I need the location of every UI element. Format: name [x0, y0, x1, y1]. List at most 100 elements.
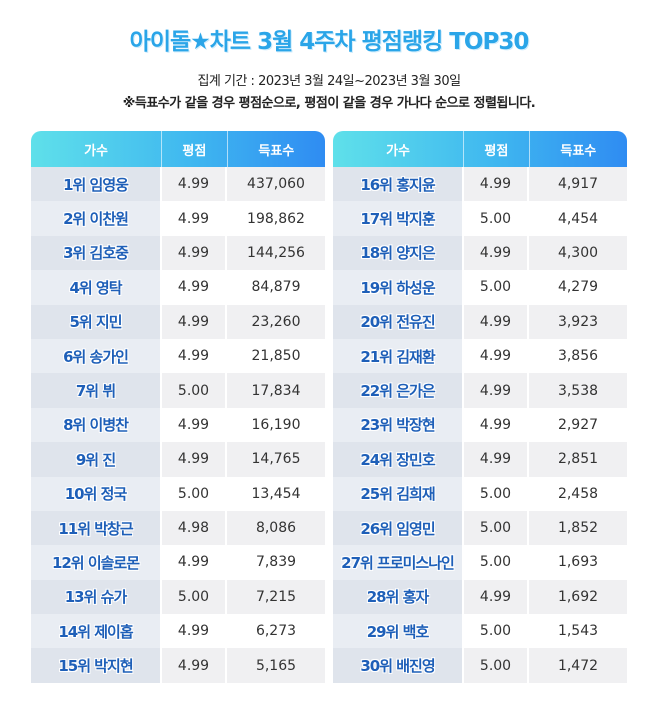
votes-cell: 144,256	[227, 236, 325, 270]
rating-cell: 4.99	[162, 442, 227, 477]
singer-name: 5위 지민	[69, 313, 122, 332]
votes-value: 4,454	[557, 210, 599, 227]
rating-cell: 4.99	[464, 442, 529, 477]
votes-cell: 198,862	[227, 201, 325, 235]
table-row: 26위 임영민 5.00 1,852	[333, 510, 627, 546]
votes-cell: 2,927	[529, 408, 627, 442]
rating-cell: 5.00	[464, 648, 529, 683]
table-body: 1위 임영웅 4.99 437,060 2위 이찬원 4.99 198,862 3위 김호중…	[31, 167, 325, 683]
table-row: 10위 정국 5.00 13,454	[31, 476, 325, 511]
votes-cell: 2,458	[529, 477, 627, 511]
table-body: 16위 홍지윤 4.99 4,917 17위 박지훈 5.00 4,454 18위 양지은 4…	[333, 167, 627, 683]
votes-value: 1,693	[557, 554, 599, 571]
table-row: 7위 뷔 5.00 17,834	[31, 373, 325, 408]
table-row: 29위 백호 5.00 1,543	[333, 614, 627, 649]
rating-value: 4.99	[177, 313, 210, 330]
rating-cell: 5.00	[464, 510, 529, 546]
sort-note: ※득표수가 같을 경우 평점순으로, 평점이 같을 경우 가나다 순으로 정렬됩…	[122, 96, 536, 111]
rating-value: 4.99	[177, 244, 210, 261]
table-row: 28위 홍자 4.99 1,692	[333, 579, 627, 615]
votes-value: 3,856	[557, 348, 599, 365]
table-row: 8위 이병찬 4.99 16,190	[31, 407, 325, 443]
votes-cell: 4,300	[529, 236, 627, 270]
singer-name: 13위 슈가	[64, 588, 127, 607]
table-row: 25위 김희재 5.00 2,458	[333, 476, 627, 511]
rating-cell: 4.99	[464, 167, 529, 202]
votes-value: 437,060	[247, 176, 305, 193]
votes-value: 7,215	[255, 588, 297, 605]
votes-value: 1,543	[557, 623, 599, 640]
rating-value: 5.00	[479, 554, 512, 571]
rating-cell: 4.99	[162, 407, 227, 443]
singer-name: 25위 김희재	[360, 485, 435, 504]
singer-name: 23위 박장현	[360, 416, 435, 435]
votes-cell: 6,273	[227, 614, 325, 648]
singer-name: 8위 이병찬	[63, 416, 129, 435]
votes-value: 4,300	[557, 244, 599, 261]
rating-cell: 4.99	[162, 270, 227, 305]
rating-value: 4.99	[177, 657, 210, 674]
rating-value: 4.99	[479, 313, 512, 330]
table-row: 17위 박지훈 5.00 4,454	[333, 201, 627, 236]
singer-name: 2위 이찬원	[63, 210, 129, 229]
table-row: 27위 프로미스나인 5.00 1,693	[333, 545, 627, 580]
rating-cell: 4.99	[464, 373, 529, 408]
rating-value: 5.00	[479, 623, 512, 640]
singer-name: 15위 박지현	[58, 657, 133, 676]
rating-cell: 4.98	[162, 510, 227, 546]
rating-cell: 4.99	[464, 338, 529, 374]
votes-cell: 2,851	[529, 442, 627, 476]
singer-name: 19위 하성운	[360, 278, 435, 297]
singer-name: 1위 임영웅	[63, 175, 129, 194]
singer-name: 26위 임영민	[360, 519, 435, 538]
rating-value: 5.00	[177, 382, 210, 399]
singer-name: 17위 박지훈	[360, 210, 435, 229]
singer-cell: 10위 정국	[31, 476, 162, 511]
singer-cell: 30위 배진영	[333, 648, 464, 683]
rating-value: 4.99	[479, 382, 512, 399]
rating-value: 5.00	[479, 210, 512, 227]
votes-value: 2,927	[557, 416, 599, 433]
rating-cell: 5.00	[162, 579, 227, 615]
singer-cell: 26위 임영민	[333, 510, 464, 546]
ranking-table-left: 가수 평점 득표수 1위 임영웅 4.99 437,060 2위 이찬원 4.99 198…	[31, 131, 325, 683]
votes-cell: 8,086	[227, 511, 325, 545]
rating-value: 5.00	[177, 588, 210, 605]
votes-value: 1,852	[557, 520, 599, 537]
column-header-rating: 평점	[162, 131, 228, 167]
rating-cell: 4.99	[162, 648, 227, 683]
table-header: 가수 평점 득표수	[31, 131, 325, 167]
rating-value: 4.99	[177, 416, 210, 433]
table-row: 21위 김재환 4.99 3,856	[333, 338, 627, 374]
table-row: 5위 지민 4.99 23,260	[31, 304, 325, 339]
table-row: 20위 전유진 4.99 3,923	[333, 304, 627, 339]
table-row: 24위 장민호 4.99 2,851	[333, 442, 627, 477]
ranking-table-right: 가수 평점 득표수 16위 홍지윤 4.99 4,917 17위 박지훈 5.00 4,4…	[333, 131, 627, 683]
singer-name: 28위 홍자	[366, 588, 429, 607]
votes-cell: 1,692	[529, 580, 627, 614]
singer-name: 27위 프로미스나인	[341, 553, 455, 572]
votes-cell: 17,834	[227, 373, 325, 407]
rating-value: 4.99	[479, 176, 512, 193]
singer-cell: 18위 양지은	[333, 235, 464, 271]
table-row: 23위 박장현 4.99 2,927	[333, 407, 627, 443]
singer-cell: 21위 김재환	[333, 338, 464, 374]
rating-cell: 4.99	[162, 235, 227, 271]
singer-name: 9위 진	[75, 450, 116, 469]
singer-name: 14위 제이홉	[58, 622, 133, 641]
votes-value: 6,273	[255, 623, 297, 640]
votes-value: 144,256	[247, 244, 305, 261]
rating-cell: 4.99	[162, 338, 227, 374]
column-header-votes: 득표수	[560, 143, 597, 159]
table-row: 11위 박창근 4.98 8,086	[31, 510, 325, 546]
rating-value: 5.00	[479, 279, 512, 296]
votes-cell: 23,260	[227, 305, 325, 339]
singer-cell: 11위 박창근	[31, 510, 162, 546]
singer-cell: 3위 김호중	[31, 235, 162, 271]
singer-cell: 17위 박지훈	[333, 201, 464, 236]
votes-value: 2,851	[557, 451, 599, 468]
votes-cell: 3,538	[529, 373, 627, 407]
votes-value: 3,923	[557, 313, 599, 330]
votes-cell: 1,693	[529, 545, 627, 579]
singer-name: 29위 백호	[366, 622, 429, 641]
